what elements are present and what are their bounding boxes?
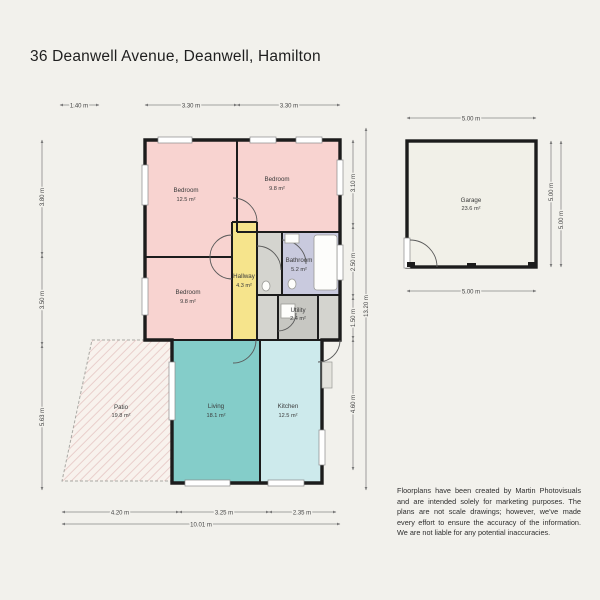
- room-label: Bedroom: [173, 187, 198, 194]
- room-hallway-floor: [232, 222, 257, 340]
- dimension-label: 5.00 m: [549, 183, 555, 201]
- room-garage: Garage 23.6 m²: [403, 139, 538, 269]
- room-label: Garage: [461, 197, 482, 204]
- dimension-label: 1.40 m: [70, 104, 88, 110]
- dimension-label: 2.50 m: [351, 253, 357, 271]
- room-label: Living: [208, 403, 225, 410]
- dimensions-garage: 5.00 m 5.00 m 5.00 m 5.00 m: [406, 115, 567, 297]
- room-bedroom-2-floor: [237, 140, 340, 232]
- window: [318, 429, 326, 466]
- dimension-label: 3.30 m: [182, 104, 200, 110]
- room-kitchen-floor: [260, 340, 322, 483]
- window: [249, 136, 277, 144]
- doors: [209, 197, 341, 364]
- room-label: Bathroom: [286, 257, 313, 264]
- exterior-wall: [143, 138, 342, 485]
- dimension-label: 13.20 m: [364, 295, 370, 317]
- room-area: 5.2 m²: [291, 267, 307, 273]
- room-label: Bedroom: [264, 176, 289, 183]
- dimension-label: 1.50 m: [351, 309, 357, 327]
- dimension-label: 5.00 m: [462, 290, 480, 296]
- dimension-label: 2.35 m: [293, 511, 311, 517]
- dimensions-top: 1.40 m 3.30 m 3.30 m: [59, 102, 341, 111]
- door-arc: [277, 312, 297, 332]
- interior-walls: [145, 140, 340, 483]
- room-area: 19.8 m²: [112, 413, 131, 419]
- room-area: 9.8 m²: [269, 186, 285, 192]
- room-labels: Bedroom 12.5 m² Bedroom 9.8 m² Bedroom 9…: [173, 176, 312, 419]
- room-area: 2.4 m²: [290, 316, 306, 322]
- room-area: 18.1 m²: [207, 413, 226, 419]
- room-label: Utility: [290, 307, 306, 314]
- window: [336, 159, 344, 196]
- door-arc: [256, 245, 282, 271]
- page-title: 36 Deanwell Avenue, Deanwell, Hamilton: [30, 48, 321, 65]
- dimensions-left: 3.80 m 3.50 m 5.63 m: [39, 139, 48, 491]
- door-arc: [232, 197, 258, 223]
- room-label: Bedroom: [175, 289, 200, 296]
- wall-block: [407, 262, 415, 267]
- window: [141, 164, 149, 206]
- bathtub-icon: [313, 234, 338, 291]
- window: [141, 277, 149, 316]
- window: [336, 244, 344, 281]
- window: [295, 136, 323, 144]
- room-area: 4.3 m²: [236, 283, 252, 289]
- dimension-label: 10.01 m: [190, 523, 212, 529]
- window: [157, 136, 193, 144]
- door-arc: [409, 239, 438, 268]
- dimension-label: 5.00 m: [559, 211, 565, 229]
- dimension-label: 3.80 m: [40, 188, 46, 206]
- room-bedroom-3-floor: [145, 257, 232, 340]
- door-arc: [209, 256, 233, 280]
- washer-icon: [280, 303, 296, 319]
- room-area: 12.5 m²: [177, 197, 196, 203]
- toilet-icon: [287, 278, 297, 290]
- dimension-label: 5.00 m: [462, 117, 480, 123]
- door-arc: [209, 234, 233, 258]
- room-label: Patio: [114, 404, 129, 411]
- toilet-icon: [261, 280, 271, 292]
- room-label: Kitchen: [278, 403, 299, 410]
- room-entry-floor: [257, 295, 278, 340]
- front-door-arc: [317, 339, 341, 363]
- door-arc: [232, 339, 257, 364]
- dimensions-right: 3.10 m 2.50 m 1.50 m 4.60 m 13.20 m: [350, 127, 372, 491]
- disclaimer-text: Floorplans have been created by Martin P…: [397, 486, 581, 538]
- room-patio: Patio 19.8 m²: [61, 339, 173, 482]
- room-area: 9.8 m²: [180, 299, 196, 305]
- wall-block: [467, 263, 476, 267]
- window: [267, 479, 305, 487]
- dimension-label: 4.20 m: [111, 511, 129, 517]
- windows: [141, 136, 344, 487]
- room-area: 12.5 m²: [279, 413, 298, 419]
- room-area: 23.6 m²: [462, 206, 481, 212]
- dimension-label: 4.60 m: [351, 395, 357, 413]
- dimension-label: 3.50 m: [40, 291, 46, 309]
- entry-step: [321, 361, 333, 389]
- room-living-floor: [172, 340, 260, 483]
- room-porch-floor: [318, 295, 340, 340]
- dimension-label: 3.30 m: [280, 104, 298, 110]
- wall-block: [528, 262, 536, 267]
- sink-icon: [284, 233, 300, 244]
- window: [184, 479, 231, 487]
- garage-door-opening: [403, 237, 411, 269]
- sliding-door-opening: [168, 361, 176, 421]
- dimension-label: 5.63 m: [40, 408, 46, 426]
- room-label: Hallway: [233, 273, 256, 280]
- dimensions-bottom: 4.20 m 3.25 m 2.35 m 10.01 m: [61, 509, 341, 530]
- garage-floor: [405, 139, 538, 269]
- fixtures: [261, 233, 338, 319]
- dimension-label: 3.25 m: [215, 511, 233, 517]
- dimension-label: 3.10 m: [351, 174, 357, 192]
